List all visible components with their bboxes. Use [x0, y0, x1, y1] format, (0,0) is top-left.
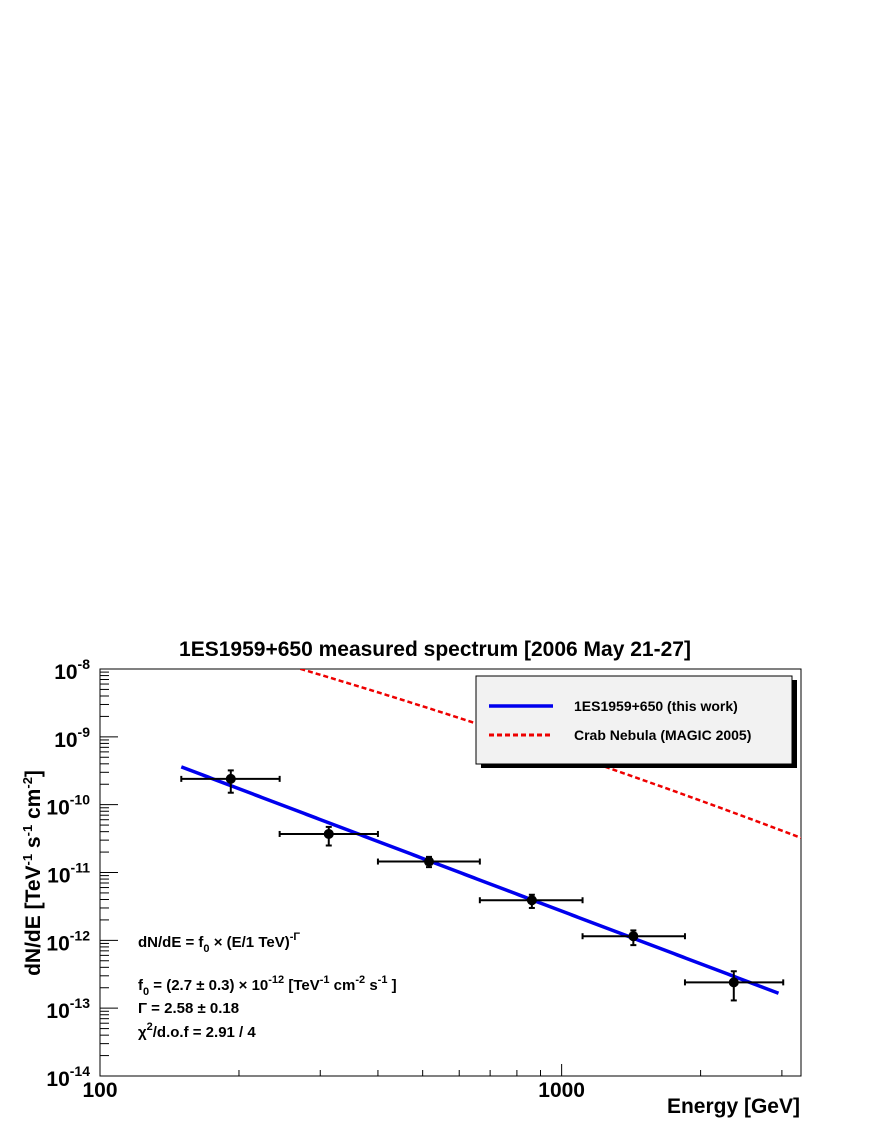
y-tick-label: 10-12	[46, 927, 90, 955]
data-marker	[526, 895, 537, 906]
annotation-normalization: f0 = (2.7 ± 0.3) × 10-12 [TeV-1 cm-2 s-1…	[138, 974, 397, 998]
data-marker	[628, 931, 639, 942]
data-marker	[423, 856, 434, 867]
fit-annotation: dN/dE = f0 × (E/1 TeV)-Γ f0 = (2.7 ± 0.3…	[138, 931, 397, 1041]
y-tick-label: 10-13	[46, 995, 90, 1023]
crab-nebula-line	[296, 669, 801, 840]
data-marker	[323, 828, 334, 839]
x-axis-tick-labels: 100 1000	[82, 1079, 585, 1102]
y-axis-label: dN/dE [TeV-1 s-1 cm-2]	[20, 770, 45, 976]
y-tick-label: 10-11	[47, 860, 90, 888]
data-point	[180, 769, 281, 794]
data-point	[683, 970, 785, 1002]
legend-box	[475, 675, 793, 765]
data-marker	[225, 773, 236, 784]
y-tick-label: 10-10	[46, 792, 90, 820]
y-tick-label: 10-14	[46, 1063, 90, 1091]
legend: 1ES1959+650 (this work) Crab Nebula (MAG…	[475, 675, 797, 768]
annotation-chi2: χ2/d.o.f = 2.91 / 4	[138, 1021, 256, 1041]
data-point	[478, 893, 584, 909]
data-points	[180, 769, 785, 1002]
y-axis-tick-labels: 10-8 10-9 10-10 10-11 10-12 10-13 10-14	[46, 656, 90, 1091]
chart-title: 1ES1959+650 measured spectrum [2006 May …	[179, 638, 691, 661]
x-axis-label: Energy [GeV]	[667, 1095, 800, 1118]
legend-label-crab: Crab Nebula (MAGIC 2005)	[574, 727, 751, 743]
y-tick-label: 10-8	[54, 656, 90, 684]
data-point	[581, 929, 686, 947]
legend-label-fit: 1ES1959+650 (this work)	[574, 698, 738, 714]
data-marker	[728, 977, 739, 988]
data-point	[278, 825, 379, 847]
annotation-index: Γ = 2.58 ± 0.18	[138, 1000, 239, 1017]
x-tick-label: 1000	[538, 1079, 585, 1102]
x-axis-ticks	[99, 1064, 783, 1076]
y-axis-ticks	[100, 668, 118, 1077]
data-point	[376, 855, 481, 869]
y-tick-label: 10-9	[54, 724, 90, 752]
fit-line	[180, 765, 780, 995]
x-tick-label: 100	[82, 1079, 117, 1102]
annotation-formula: dN/dE = f0 × (E/1 TeV)-Γ	[138, 931, 300, 955]
